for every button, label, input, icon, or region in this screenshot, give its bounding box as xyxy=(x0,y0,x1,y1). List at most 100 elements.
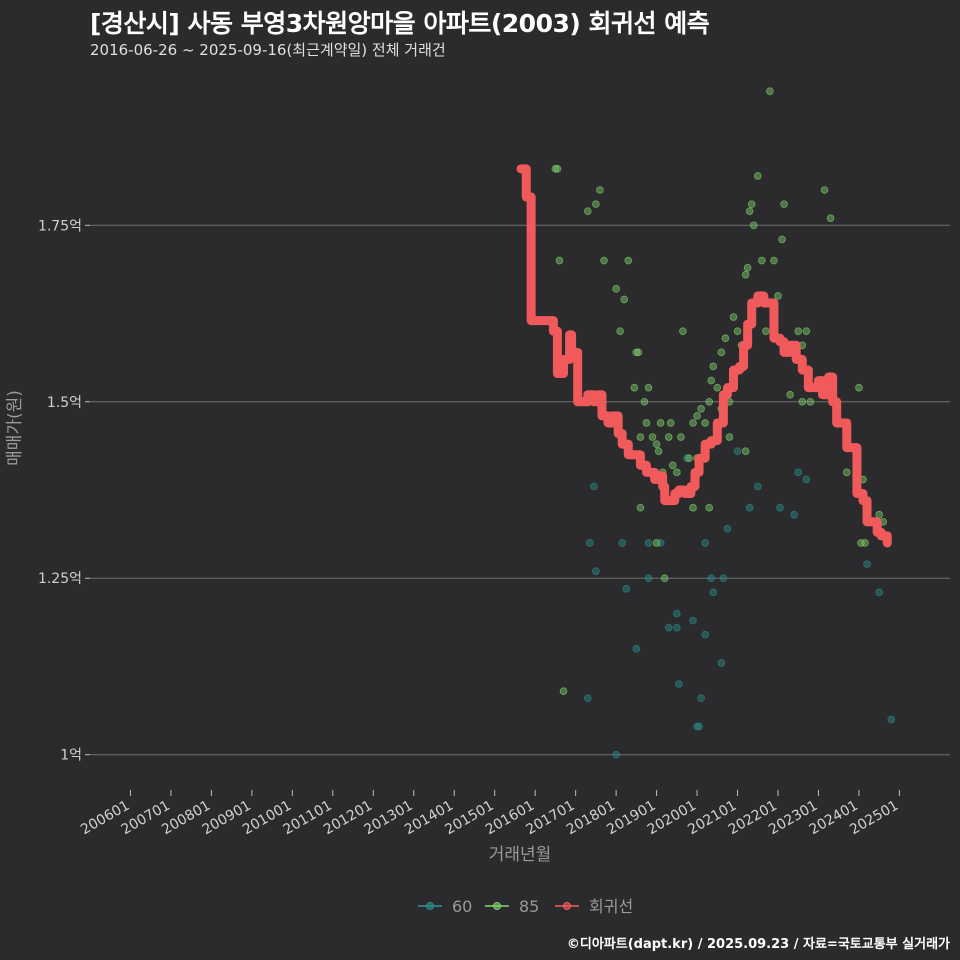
data-point-85 xyxy=(709,362,718,371)
data-point-60 xyxy=(632,645,641,653)
data-point-60 xyxy=(586,539,594,547)
data-point-85 xyxy=(640,397,649,406)
data-point-60 xyxy=(693,722,701,731)
legend: 60 85 회귀선 xyxy=(418,897,633,916)
data-point-85 xyxy=(620,295,629,304)
data-point-60 xyxy=(701,630,709,639)
data-point-85 xyxy=(644,383,653,392)
data-point-85 xyxy=(721,334,730,343)
source-caption: ©디아파트(dapt.kr) / 2025.09.23 / 자료=국토교통부 실… xyxy=(566,937,950,952)
data-point-85 xyxy=(753,172,762,180)
data-point-85 xyxy=(632,348,641,357)
data-point-85 xyxy=(766,87,774,95)
data-point-85 xyxy=(666,419,675,427)
data-point-85 xyxy=(660,574,669,583)
data-point-85 xyxy=(861,539,869,547)
data-point-85 xyxy=(749,221,758,230)
data-point-85 xyxy=(656,419,665,427)
data-point-85 xyxy=(778,235,786,244)
data-point-85 xyxy=(624,256,633,265)
data-point-85 xyxy=(747,200,756,208)
data-point-60 xyxy=(745,503,754,512)
data-point-85 xyxy=(652,440,661,448)
data-point-85 xyxy=(762,327,770,335)
legend-key-marker xyxy=(563,902,571,910)
data-point-60 xyxy=(590,482,598,491)
chart-subtitle: 2016-06-26 ~ 2025-09-16(최근계약일) 전체 거래건 xyxy=(90,41,446,59)
data-point-85 xyxy=(713,383,722,392)
data-point-60 xyxy=(887,715,896,724)
legend-key-marker xyxy=(426,902,434,910)
data-point-60 xyxy=(618,539,626,547)
data-point-60 xyxy=(794,468,803,477)
data-point-85 xyxy=(697,405,705,413)
data-point-85 xyxy=(654,447,663,455)
data-point-85 xyxy=(685,454,693,463)
data-point-85 xyxy=(725,433,734,441)
data-point-85 xyxy=(701,419,709,427)
data-point-60 xyxy=(664,623,673,632)
data-point-85 xyxy=(642,419,651,427)
data-point-85 xyxy=(707,376,716,385)
data-point-85 xyxy=(636,503,645,512)
data-point-60 xyxy=(683,454,691,463)
data-point-60 xyxy=(723,525,732,533)
data-point-85 xyxy=(673,468,681,477)
data-point-85 xyxy=(855,383,863,392)
data-point-60 xyxy=(622,585,631,593)
data-point-85 xyxy=(648,433,657,441)
data-point-60 xyxy=(675,680,683,688)
x-axis: 2006012007012008012009012010012011012012… xyxy=(78,790,901,838)
data-point-60 xyxy=(697,694,705,703)
data-point-60 xyxy=(776,503,784,512)
data-point-60 xyxy=(709,588,718,597)
data-point-60 xyxy=(592,567,600,575)
data-point-85 xyxy=(705,503,713,512)
data-point-60 xyxy=(673,609,681,618)
data-point-85 xyxy=(689,503,697,512)
data-point-60 xyxy=(875,588,883,597)
data-point-85 xyxy=(679,327,687,335)
y-axis: 1억 1.25억 1.5억 1.75억 xyxy=(38,218,90,764)
y-tick-label: 1.75억 xyxy=(38,218,82,234)
data-point-85 xyxy=(741,270,750,279)
legend-key-marker xyxy=(493,902,501,910)
data-point-85 xyxy=(786,390,794,399)
data-point-85 xyxy=(596,186,604,194)
data-point-85 xyxy=(630,383,639,392)
data-point-60 xyxy=(719,574,728,583)
grid-layer xyxy=(90,224,950,756)
data-point-85 xyxy=(820,186,829,194)
data-point-85 xyxy=(600,256,608,265)
data-point-60 xyxy=(689,616,697,625)
data-point-85 xyxy=(636,433,645,441)
data-point-60 xyxy=(863,560,871,568)
legend-label: 85 xyxy=(519,897,539,916)
data-point-85 xyxy=(780,200,788,208)
legend-label: 60 xyxy=(452,897,472,916)
data-point-85 xyxy=(743,263,752,272)
data-point-85 xyxy=(745,207,754,215)
data-point-60 xyxy=(802,475,811,484)
data-point-60 xyxy=(790,510,798,519)
data-point-85 xyxy=(553,165,562,173)
data-point-85 xyxy=(652,539,661,547)
data-point-85 xyxy=(689,419,697,427)
chart-title: [경산시] 사동 부영3차원앙마을 아파트(2003) 회귀선 예측 xyxy=(90,9,710,38)
data-point-60 xyxy=(695,722,703,731)
data-point-85 xyxy=(555,256,564,265)
data-point-60 xyxy=(707,574,716,583)
data-point-85 xyxy=(693,412,701,420)
data-point-60 xyxy=(733,447,742,455)
data-point-85 xyxy=(798,397,807,406)
data-point-85 xyxy=(875,510,883,519)
data-point-60 xyxy=(673,623,681,632)
data-point-60 xyxy=(612,750,620,759)
data-point-85 xyxy=(842,468,851,477)
data-point-85 xyxy=(826,214,835,223)
data-point-85 xyxy=(758,256,766,265)
data-point-85 xyxy=(802,327,811,335)
data-point-85 xyxy=(705,397,713,406)
y-axis-label: 매매가(원) xyxy=(5,390,25,466)
